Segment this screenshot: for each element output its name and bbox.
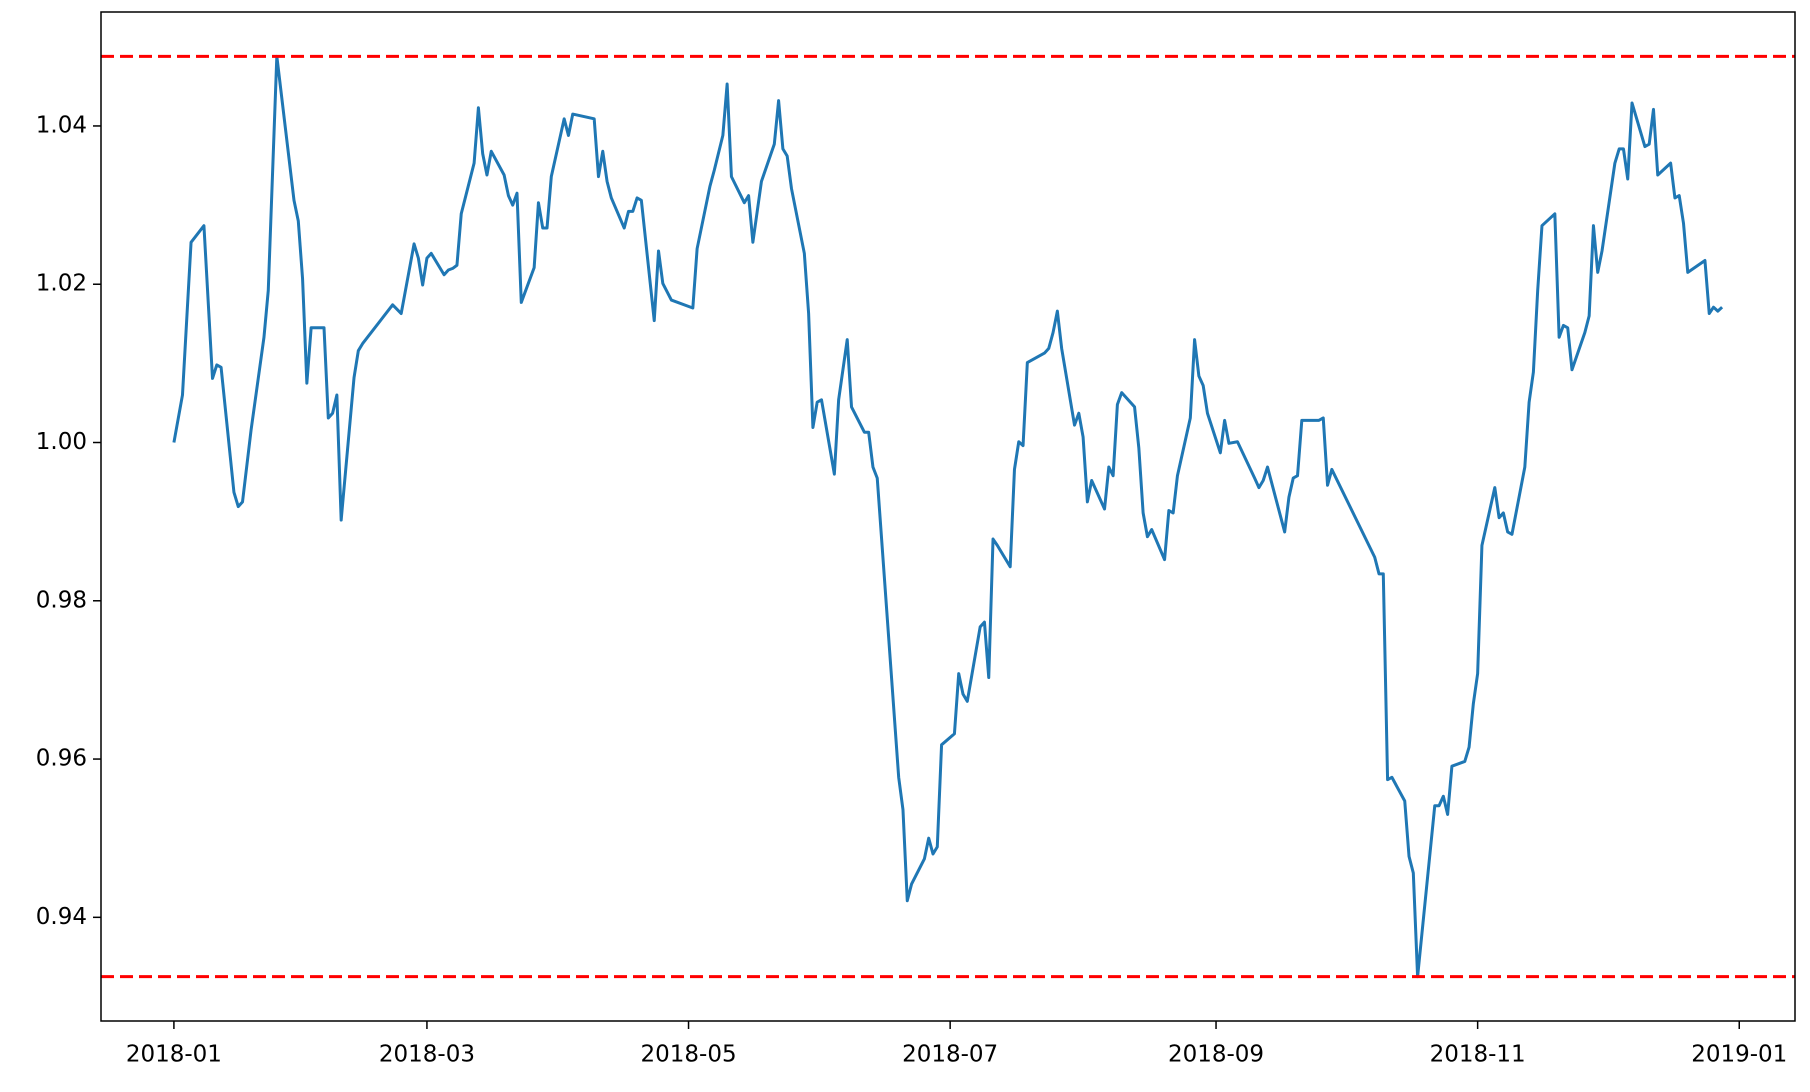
x-tick-label: 2018-07 <box>902 1042 998 1068</box>
x-tick-label: 2018-01 <box>126 1042 222 1068</box>
data-line <box>172 54 1724 979</box>
x-tick-label: 2018-11 <box>1430 1042 1526 1068</box>
x-tick-label: 2018-03 <box>379 1042 475 1068</box>
y-tick-label: 0.98 <box>36 587 87 613</box>
x-tick-label: 2019-01 <box>1691 1042 1787 1068</box>
y-tick-label: 0.96 <box>36 746 87 772</box>
x-tick-label: 2018-05 <box>640 1042 736 1068</box>
y-tick-label: 0.94 <box>36 904 87 930</box>
y-tick-label: 1.00 <box>36 429 87 455</box>
y-tick-label: 1.04 <box>36 112 87 138</box>
y-tick-label: 1.02 <box>36 271 87 297</box>
plot-frame <box>100 11 1796 1022</box>
x-tick-label: 2018-09 <box>1168 1042 1264 1068</box>
